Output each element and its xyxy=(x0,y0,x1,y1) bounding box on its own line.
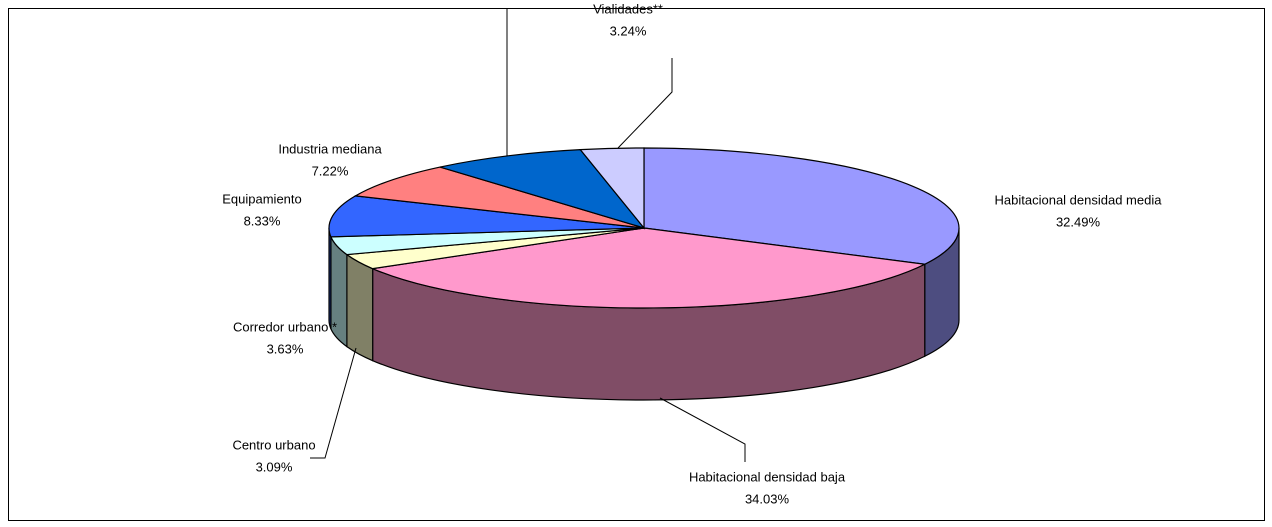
slice-value: 32.49% xyxy=(1056,214,1101,229)
slice-value: 3.09% xyxy=(256,459,293,474)
slice-label: Equipamiento xyxy=(222,191,302,206)
slice-side xyxy=(328,227,332,330)
slice-label: Corredor urbano * xyxy=(233,319,337,334)
leader-line xyxy=(659,397,746,462)
slice xyxy=(579,147,645,230)
slice-label: Centro urbano xyxy=(232,437,315,452)
slice-value: 8.33% xyxy=(244,213,281,228)
slice-value: 7.22% xyxy=(312,163,349,178)
slice-value: 34.03% xyxy=(745,491,790,506)
slice xyxy=(328,195,645,238)
slice-label: Habitacional densidad baja xyxy=(689,469,846,484)
slice-label: Industria mediana xyxy=(278,141,382,156)
leader-line xyxy=(310,347,357,459)
slice-value: 3.24% xyxy=(610,23,647,38)
slice-side xyxy=(346,253,374,362)
slice xyxy=(439,149,646,230)
slice-label: Vialidades** xyxy=(593,1,663,16)
slice xyxy=(643,147,960,265)
leader-line xyxy=(617,58,673,149)
slice xyxy=(353,166,645,229)
slice-value: 3.63% xyxy=(267,341,304,356)
slice-label: Habitacional densidad media xyxy=(995,192,1163,207)
